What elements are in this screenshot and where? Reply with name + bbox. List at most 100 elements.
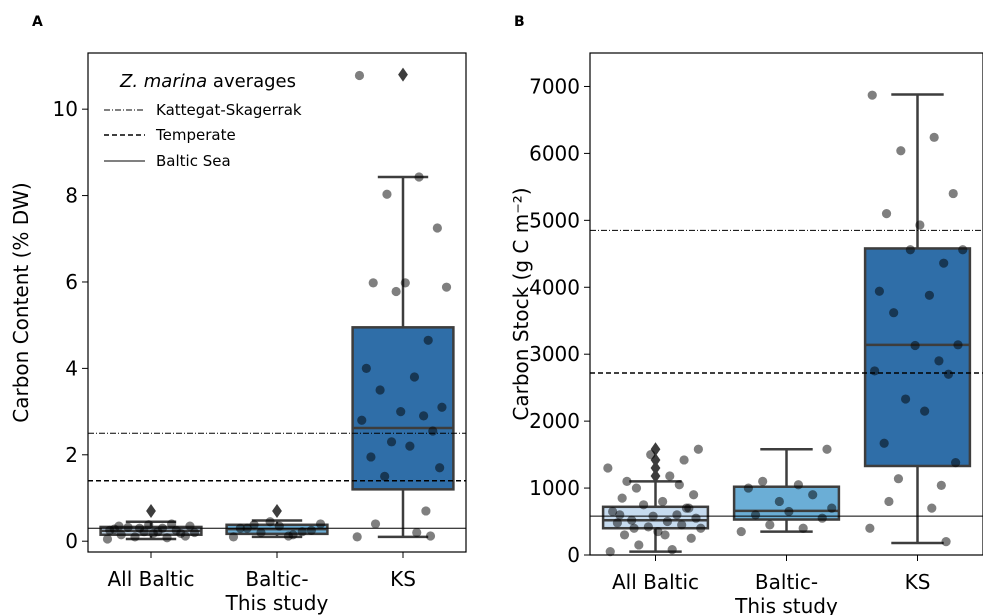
y-tick-label: 2000 bbox=[529, 409, 580, 433]
legend-title: Z. marina averages bbox=[119, 71, 296, 92]
data-point bbox=[437, 402, 447, 412]
outlier-marker bbox=[272, 503, 282, 518]
x-tick-label: Baltic- bbox=[755, 570, 818, 594]
data-point bbox=[677, 520, 687, 530]
data-point bbox=[750, 510, 761, 520]
data-point bbox=[114, 521, 124, 531]
data-point bbox=[900, 394, 911, 404]
data-point bbox=[352, 532, 362, 542]
data-point bbox=[910, 340, 920, 351]
data-point bbox=[893, 474, 904, 484]
data-point bbox=[627, 515, 637, 525]
panel-b-label: B bbox=[514, 14, 525, 30]
data-point bbox=[631, 483, 642, 493]
y-tick-label: 0 bbox=[567, 543, 580, 567]
data-point bbox=[665, 471, 675, 481]
x-tick-label: This study bbox=[225, 591, 329, 615]
data-point bbox=[421, 506, 431, 516]
data-point bbox=[867, 90, 877, 100]
legend: Z. marina averages Kattegat-Skagerrak Te… bbox=[104, 71, 302, 170]
data-point bbox=[256, 527, 266, 538]
legend-label-kattegat: Kattegat-Skagerrak bbox=[156, 101, 302, 119]
data-point bbox=[758, 476, 768, 486]
data-point bbox=[774, 496, 784, 507]
data-point bbox=[105, 525, 115, 535]
box bbox=[863, 247, 972, 468]
data-point bbox=[386, 437, 397, 447]
data-point bbox=[425, 531, 436, 541]
data-point bbox=[185, 521, 195, 531]
data-point bbox=[619, 530, 630, 540]
data-point bbox=[162, 533, 172, 543]
data-point bbox=[423, 335, 433, 345]
data-point bbox=[380, 471, 390, 481]
data-point bbox=[629, 523, 639, 533]
data-point bbox=[414, 172, 424, 182]
data-point bbox=[144, 520, 154, 530]
data-point bbox=[612, 518, 622, 528]
data-point bbox=[765, 520, 775, 530]
data-point bbox=[660, 530, 670, 540]
y-axis-label: Carbon Stock (g C m⁻²) bbox=[509, 187, 533, 420]
data-point bbox=[189, 527, 200, 538]
data-point bbox=[684, 503, 694, 513]
x-tick-label: KS bbox=[905, 570, 931, 594]
data-point bbox=[793, 480, 804, 490]
data-point bbox=[643, 522, 653, 532]
data-point bbox=[357, 415, 367, 425]
data-point bbox=[827, 503, 837, 513]
data-point bbox=[662, 516, 673, 527]
data-point bbox=[884, 496, 894, 507]
data-point bbox=[130, 532, 140, 542]
data-point bbox=[603, 463, 613, 473]
data-point bbox=[441, 282, 452, 292]
data-point bbox=[622, 476, 632, 486]
data-point bbox=[634, 540, 644, 550]
data-point bbox=[297, 527, 307, 537]
data-point bbox=[736, 526, 746, 537]
legend-title-species: Z. marina bbox=[119, 71, 207, 92]
outlier-marker bbox=[650, 469, 661, 484]
data-point bbox=[315, 519, 326, 529]
panel-a-label: A bbox=[32, 14, 43, 30]
data-point bbox=[412, 527, 422, 538]
data-point bbox=[375, 385, 385, 395]
y-tick-label: 7000 bbox=[529, 74, 580, 98]
data-point bbox=[419, 411, 429, 421]
data-point bbox=[658, 496, 668, 507]
outlier-marker bbox=[146, 503, 156, 518]
data-point bbox=[686, 533, 696, 543]
data-point bbox=[435, 463, 445, 473]
plot-frame bbox=[87, 52, 467, 553]
data-point bbox=[366, 452, 376, 462]
data-point bbox=[679, 455, 689, 465]
x-tick-label: KS bbox=[390, 567, 416, 591]
data-point bbox=[936, 480, 946, 490]
data-point bbox=[608, 506, 618, 517]
data-point bbox=[617, 493, 627, 503]
data-point bbox=[361, 363, 371, 373]
x-tick-label: This study bbox=[734, 594, 838, 615]
data-point bbox=[879, 438, 889, 448]
data-point bbox=[674, 480, 684, 490]
y-tick-label: 1000 bbox=[529, 476, 580, 500]
legend-label-baltic-sea: Baltic Sea bbox=[156, 152, 231, 170]
y-tick-label: 5000 bbox=[529, 208, 580, 232]
data-point bbox=[382, 189, 392, 199]
data-point bbox=[951, 458, 961, 468]
outlier-marker bbox=[650, 460, 661, 475]
data-point bbox=[354, 70, 365, 81]
data-point bbox=[672, 510, 682, 520]
y-tick-label: 6000 bbox=[529, 141, 580, 165]
data-point bbox=[808, 490, 818, 500]
data-point bbox=[102, 534, 113, 544]
data-point bbox=[228, 532, 239, 542]
data-point bbox=[428, 426, 438, 436]
data-point bbox=[405, 441, 415, 451]
chart-a: 0 2 4 6 8 10 Carbon Content (% DW) All Baltic Ba… bbox=[9, 52, 467, 615]
data-point bbox=[153, 527, 163, 537]
data-point bbox=[396, 406, 406, 417]
data-point bbox=[924, 290, 935, 300]
data-point bbox=[929, 132, 939, 142]
data-point bbox=[953, 340, 963, 350]
